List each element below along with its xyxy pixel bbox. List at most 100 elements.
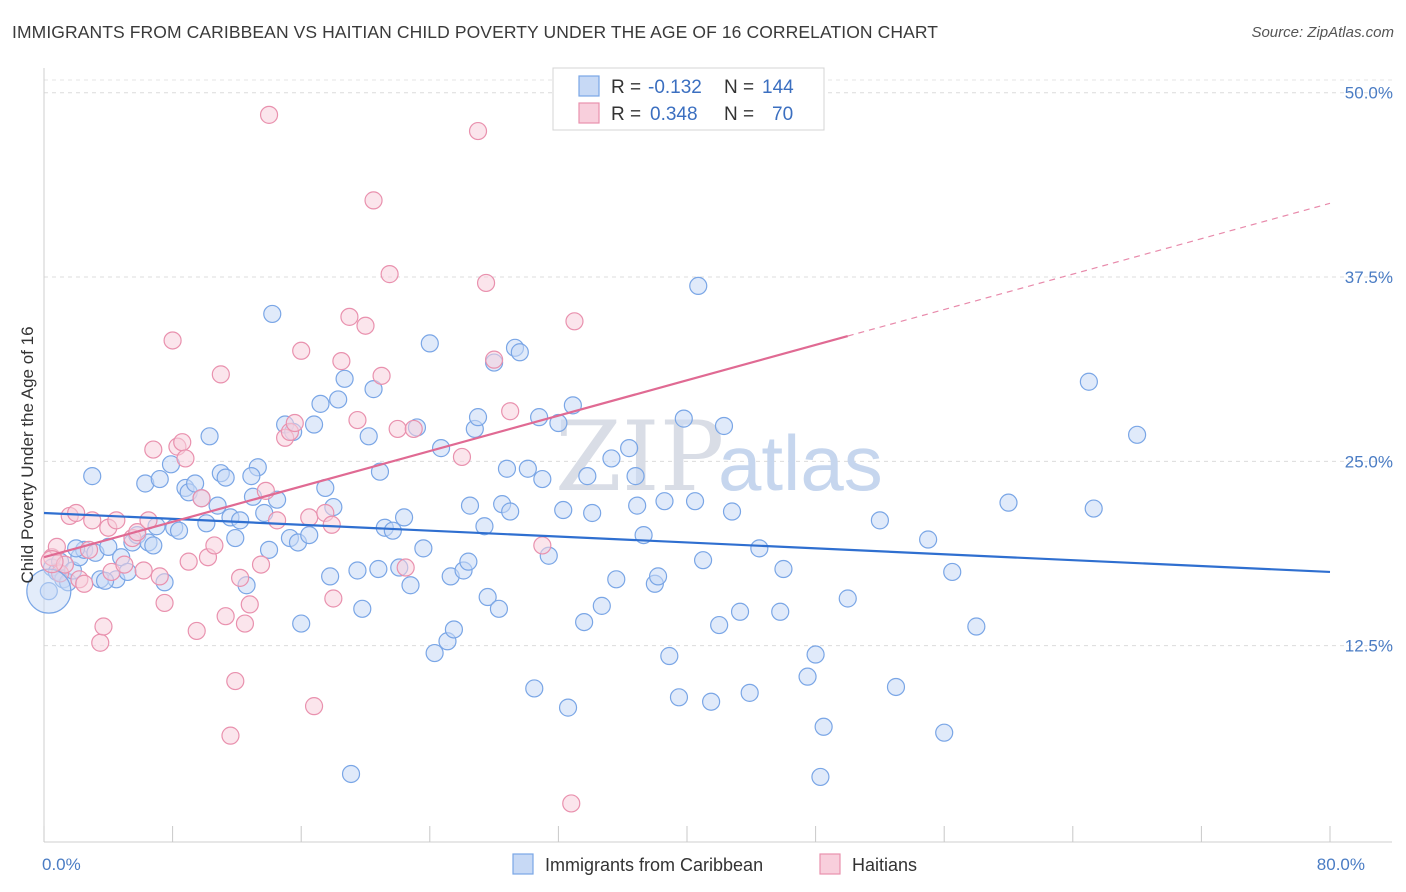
point-caribbean (329, 390, 348, 409)
point-haitians (235, 614, 255, 633)
point-haitians (356, 316, 375, 335)
point-caribbean (144, 536, 163, 555)
chart-source: Source: ZipAtlas.com (1251, 24, 1394, 41)
point-caribbean (401, 576, 420, 595)
point-caribbean (714, 416, 734, 436)
trend-line-haitians (43, 334, 849, 559)
point-haitians (221, 726, 240, 745)
point-caribbean (655, 492, 674, 511)
point-caribbean (394, 508, 414, 527)
point-caribbean (710, 615, 729, 635)
axes-layer (43, 68, 1392, 843)
point-caribbean (583, 503, 602, 523)
point-caribbean (335, 369, 354, 388)
point-caribbean (533, 469, 552, 489)
y-tick-label: 37.5% (1345, 268, 1393, 287)
bottom-legend: Immigrants from Caribbean Haitians (512, 853, 917, 875)
point-haitians (179, 552, 198, 571)
point-caribbean (259, 540, 279, 559)
point-caribbean (620, 439, 639, 458)
point-caribbean (263, 304, 282, 324)
point-caribbean (838, 589, 857, 608)
point-caribbean (628, 496, 647, 515)
point-haitians (380, 265, 399, 284)
point-caribbean (750, 539, 769, 558)
watermark-atlas: atlas (718, 419, 883, 507)
point-caribbean (798, 667, 817, 686)
point-caribbean (886, 677, 906, 697)
point-haitians (176, 449, 195, 468)
point-haitians (468, 121, 488, 141)
y-tick-label: 12.5% (1345, 637, 1393, 656)
legend-swatch-caribbean (578, 75, 600, 97)
trend-line-haitians-extension (847, 202, 1331, 337)
point-haitians (292, 341, 311, 360)
point-haitians (332, 352, 351, 371)
point-caribbean (197, 514, 216, 533)
point-haitians (163, 331, 182, 350)
point-caribbean (150, 469, 169, 489)
point-haitians (388, 419, 407, 439)
point-caribbean (478, 587, 497, 607)
point-caribbean (1127, 425, 1147, 444)
point-caribbean (242, 467, 261, 486)
point-caribbean (420, 334, 439, 353)
trend-line-caribbean (43, 511, 1331, 574)
top-legend: R = -0.132 N = 144 R = 0.348 N = 70 (552, 67, 825, 131)
point-caribbean (231, 511, 250, 530)
point-haitians (501, 402, 520, 421)
legend-n-value-2: 70 (772, 104, 793, 125)
point-caribbean (369, 559, 388, 579)
grid-layer (44, 79, 1392, 647)
point-caribbean (460, 496, 480, 515)
point-caribbean (1084, 499, 1103, 518)
point-caribbean (169, 521, 189, 540)
point-haitians (300, 508, 319, 527)
point-haitians (144, 440, 163, 459)
point-caribbean (501, 502, 520, 521)
point-caribbean (814, 717, 833, 736)
point-caribbean (497, 459, 517, 478)
point-caribbean (383, 521, 402, 540)
point-haitians (485, 350, 504, 369)
point-caribbean (771, 602, 790, 621)
point-haitians (304, 697, 324, 716)
point-caribbean (967, 617, 986, 636)
point-caribbean (730, 602, 750, 621)
point-caribbean (660, 646, 679, 666)
point-caribbean (510, 343, 529, 362)
point-caribbean (468, 408, 488, 427)
point-haitians (192, 489, 211, 508)
point-haitians (240, 595, 259, 614)
point-caribbean (558, 698, 578, 717)
point-caribbean (370, 462, 390, 481)
point-caribbean (575, 612, 594, 632)
point-haitians (259, 105, 279, 124)
point-caribbean (685, 492, 705, 511)
point-caribbean (518, 459, 537, 478)
legend-n-label-2: N = (724, 104, 754, 125)
point-haitians (155, 593, 174, 613)
point-caribbean (425, 643, 444, 663)
point-caribbean (304, 415, 324, 434)
y-tick-label: 50.0% (1345, 84, 1393, 103)
point-caribbean (321, 567, 340, 586)
point-caribbean (702, 692, 721, 711)
legend-n-label-1: N = (724, 77, 754, 98)
point-caribbean (359, 427, 378, 446)
point-caribbean (722, 502, 742, 521)
legend-r-value-2: 0.348 (650, 104, 698, 125)
point-caribbean (341, 764, 361, 784)
bottom-legend-swatch-caribbean (512, 853, 534, 875)
point-caribbean (226, 528, 245, 548)
point-caribbean (300, 525, 319, 545)
point-caribbean (216, 468, 235, 487)
point-caribbean (311, 394, 330, 413)
y-tick-labels: 12.5% 25.0% 37.5% 50.0% (1345, 84, 1393, 656)
point-haitians (285, 413, 304, 433)
point-caribbean (626, 467, 645, 486)
chart-title: IMMIGRANTS FROM CARIBBEAN VS HAITIAN CHI… (12, 22, 939, 42)
point-haitians (364, 191, 383, 210)
bottom-legend-swatch-haitians (819, 853, 841, 875)
